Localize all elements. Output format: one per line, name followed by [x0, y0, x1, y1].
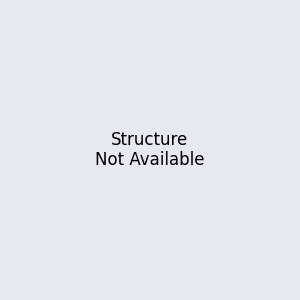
Text: Structure
Not Available: Structure Not Available: [95, 130, 205, 170]
